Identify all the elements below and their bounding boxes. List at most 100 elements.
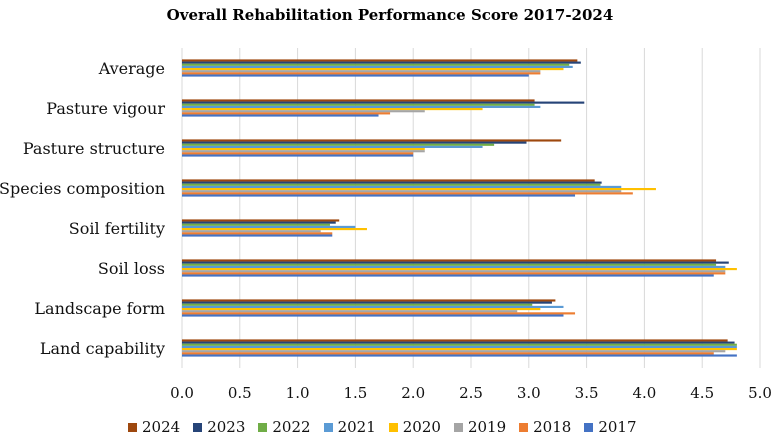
bar-2018-soil-fertility (182, 232, 333, 235)
legend-swatch (519, 422, 529, 432)
legend-item: 2018 (519, 418, 571, 436)
bar-2019-pasture-structure (182, 150, 425, 153)
bar-2019-landscape-form (182, 310, 518, 313)
category-label: Pasture structure (23, 139, 165, 158)
bar-2020-landscape-form (182, 308, 541, 311)
legend-swatch (323, 422, 333, 432)
bar-2023-soil-loss (182, 261, 729, 264)
legend-label: 2022 (272, 418, 311, 436)
bar-2017-species-composition (182, 194, 576, 197)
x-tick-label: 2.0 (401, 384, 425, 402)
bar-2020-soil-fertility (182, 228, 367, 231)
bar-2021-species-composition (182, 185, 622, 188)
legend-label: 2023 (207, 418, 246, 436)
bar-2023-soil-fertility (182, 221, 336, 224)
legend-label: 2018 (533, 418, 572, 436)
x-tick-label: 3.5 (575, 384, 599, 402)
bar-2024-landscape-form (182, 299, 556, 302)
bar-2022-soil-fertility (182, 223, 330, 226)
category-label: Pasture vigour (46, 99, 165, 118)
x-tick-label: 2.5 (459, 384, 483, 402)
bars (182, 59, 737, 357)
bar-2021-average (182, 65, 573, 68)
bar-2023-average (182, 61, 581, 64)
bar-2022-landscape-form (182, 303, 533, 306)
bar-2021-landscape-form (182, 305, 564, 308)
legend-swatch (193, 422, 203, 432)
x-tick-label: 0.5 (228, 384, 252, 402)
bar-2021-pasture-vigour (182, 105, 541, 108)
bar-2018-average (182, 72, 541, 75)
bar-2024-species-composition (182, 179, 595, 182)
x-axis-ticks: 0.0 0.5 1.0 1.5 2.0 2.5 3.0 3.5 4.0 4.5 5.0 (170, 384, 772, 402)
bar-2023-species-composition (182, 181, 602, 184)
bar-2019-average (182, 70, 541, 73)
bar-2020-species-composition (182, 188, 656, 191)
category-label: Species composition (0, 179, 165, 198)
bar-2018-pasture-structure (182, 152, 414, 155)
legend-swatch (128, 422, 137, 432)
bar-2022-pasture-structure (182, 143, 495, 146)
legend-label: 2017 (598, 418, 637, 436)
bar-2017-pasture-vigour (182, 114, 379, 117)
bar-2022-land-capability (182, 343, 737, 346)
legend-item: 2020 (388, 418, 441, 436)
bar-2022-pasture-vigour (182, 103, 535, 106)
bar-2021-land-capability (182, 345, 737, 348)
category-label: Landscape form (34, 299, 165, 318)
bar-2021-soil-loss (182, 265, 726, 268)
bar-2020-soil-loss (182, 268, 737, 271)
category-label: Land capability (40, 339, 165, 358)
category-label: Soil fertility (69, 219, 165, 238)
bar-2024-average (182, 59, 578, 62)
x-tick-label: 3.0 (517, 384, 541, 402)
bar-2023-pasture-vigour (182, 101, 585, 104)
legend-label: 2021 (337, 418, 376, 436)
x-tick-label: 1.5 (343, 384, 367, 402)
bar-2024-land-capability (182, 339, 728, 342)
legend-label: 2024 (142, 418, 181, 436)
x-tick-label: 4.5 (690, 384, 714, 402)
bar-2018-land-capability (182, 352, 714, 355)
bar-2023-landscape-form (182, 301, 552, 304)
bar-2019-soil-fertility (182, 230, 321, 233)
bar-2022-soil-loss (182, 263, 717, 266)
bar-2024-pasture-vigour (182, 99, 535, 102)
category-label: Average (98, 59, 165, 78)
bar-2023-land-capability (182, 341, 735, 344)
gridlines (181, 48, 761, 368)
legend-item: 2021 (323, 418, 376, 436)
bar-2018-landscape-form (182, 312, 576, 315)
legend-item: 2023 (193, 418, 245, 436)
bar-2020-pasture-structure (182, 148, 425, 151)
bar-2017-soil-fertility (182, 234, 333, 237)
legend-label: 2019 (467, 418, 507, 436)
bar-2023-pasture-structure (182, 141, 527, 144)
bar-2024-soil-fertility (182, 219, 340, 222)
legend-swatch (584, 422, 594, 432)
bar-2017-landscape-form (182, 314, 564, 317)
legend-swatch (258, 422, 268, 432)
bar-2019-land-capability (182, 350, 726, 353)
legend-item: 2019 (453, 418, 507, 436)
bar-2021-pasture-structure (182, 145, 483, 148)
bar-2017-pasture-structure (182, 154, 414, 157)
bar-2018-soil-loss (182, 272, 726, 275)
x-tick-label: 1.0 (286, 384, 310, 402)
bar-2022-average (182, 63, 570, 66)
bar-2017-soil-loss (182, 274, 714, 277)
bar-2020-average (182, 68, 564, 71)
legend-label: 2020 (402, 418, 441, 436)
legend-item: 2024 (128, 418, 180, 436)
legend-item: 2022 (258, 418, 311, 436)
legend-swatch (388, 422, 398, 432)
bar-2019-species-composition (182, 190, 622, 193)
x-tick-label: 5.0 (748, 384, 772, 402)
category-labels: Average Pasture vigour Pasture structure Sp… (0, 59, 165, 358)
bar-2019-pasture-vigour (182, 110, 425, 113)
bar-2022-species-composition (182, 183, 601, 186)
legend-item: 2017 (584, 418, 637, 436)
bar-2024-pasture-structure (182, 139, 562, 142)
x-tick-label: 0.0 (170, 384, 194, 402)
